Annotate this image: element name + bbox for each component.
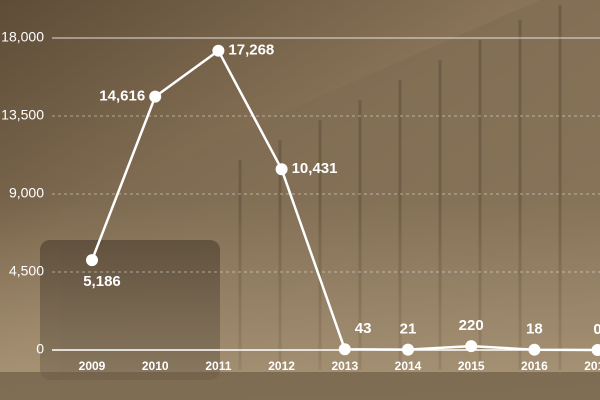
- x-tick-label: 2010: [142, 359, 169, 373]
- point: [275, 163, 288, 176]
- data-label: 17,268: [228, 42, 274, 59]
- data-label: 5,186: [83, 273, 121, 290]
- point: [212, 44, 225, 57]
- point: [402, 343, 414, 356]
- data-label: 43: [355, 320, 372, 337]
- point: [86, 254, 98, 267]
- point: [338, 343, 351, 356]
- x-tick-label: 2016: [521, 359, 548, 373]
- x-tick-label: 2013: [331, 359, 358, 373]
- haze: [0, 200, 600, 400]
- point: [149, 90, 162, 103]
- point: [591, 344, 600, 356]
- ground: [0, 372, 600, 400]
- x-tick-label: 2012: [268, 359, 295, 373]
- point: [465, 340, 478, 353]
- data-label: 220: [459, 317, 484, 334]
- data-label: 10,431: [292, 160, 338, 177]
- x-tick-label: 2009: [79, 359, 106, 373]
- data-label: 21: [400, 321, 417, 338]
- x-tick-label: 2017: [584, 359, 600, 373]
- x-tick-label: 2011: [205, 359, 231, 373]
- y-tick-label: 9,000: [9, 185, 44, 201]
- point: [528, 343, 541, 356]
- data-label: 0: [593, 321, 600, 338]
- x-tick-label: 2014: [395, 359, 422, 373]
- x-tick-label: 2015: [458, 359, 485, 373]
- data-label: 18: [526, 321, 543, 338]
- y-tick-label: 13,500: [1, 107, 44, 123]
- y-tick-label: 4,500: [9, 263, 44, 279]
- data-label: 14,616: [99, 88, 145, 105]
- y-tick-label: 18,000: [1, 29, 44, 45]
- y-tick-label: 0: [36, 341, 44, 357]
